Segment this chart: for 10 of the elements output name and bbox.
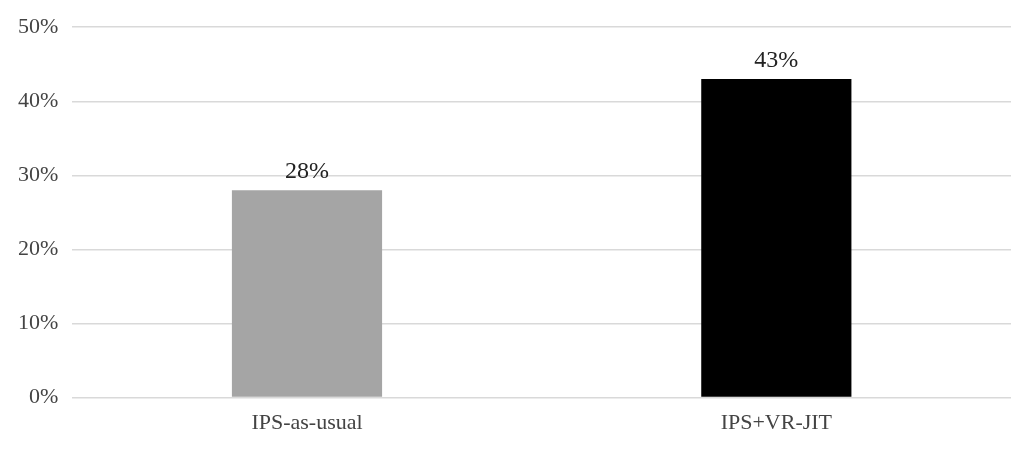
x-tick-label: IPS+VR-JIT (720, 408, 833, 434)
y-tick-label: 10% (18, 309, 59, 335)
y-tick-label: 30% (18, 161, 59, 187)
y-tick-label: 40% (18, 87, 59, 113)
y-tick-label: 20% (18, 235, 59, 261)
data-label: 28% (284, 157, 329, 184)
x-tick-label: IPS-as-usual (251, 408, 363, 434)
y-tick-label: 50% (18, 12, 59, 38)
y-tick-label: 0% (29, 383, 59, 409)
data-label: 43% (754, 46, 799, 73)
